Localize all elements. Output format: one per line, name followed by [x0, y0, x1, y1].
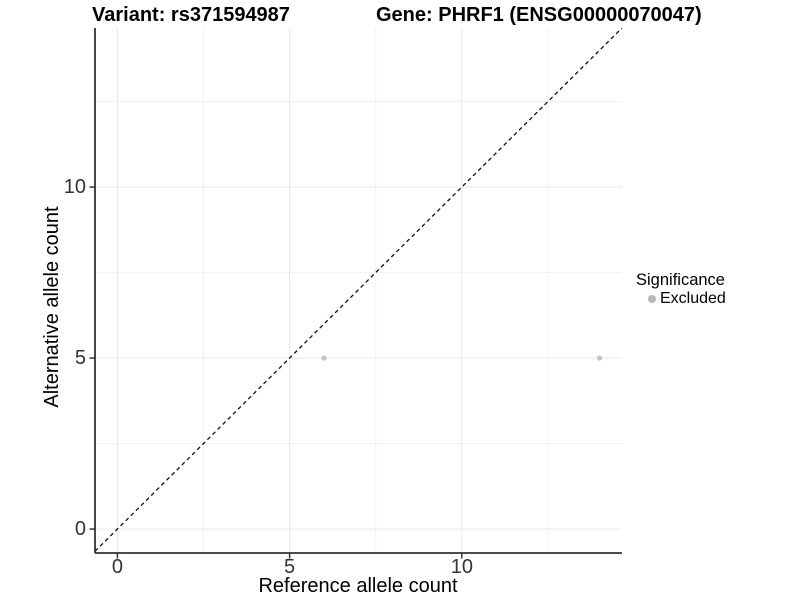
legend-title: Significance	[636, 271, 725, 289]
y-tick-label: 0	[74, 518, 86, 541]
legend-point-icon	[648, 295, 656, 303]
y-axis-title: Alternative allele count	[41, 206, 63, 408]
x-tick-label: 0	[111, 556, 123, 578]
data-point	[597, 355, 603, 361]
plot-title-gene: Gene: PHRF1 (ENSG00000070047)	[376, 4, 702, 26]
legend-item-excluded: Excluded	[648, 291, 800, 307]
plot-title-variant: Variant: rs371594987	[92, 4, 290, 26]
y-tick-label: 5	[74, 347, 86, 370]
x-tick-label: 10	[450, 556, 473, 578]
data-point	[321, 355, 327, 361]
x-tick-label: 5	[284, 556, 296, 578]
y-tick-label: 10	[63, 176, 86, 199]
x-axis-title: Reference allele count	[258, 575, 458, 597]
legend-item-label: Excluded	[660, 290, 726, 307]
identity-dashed-line	[95, 28, 622, 552]
legend: Significance Excluded	[636, 271, 800, 307]
